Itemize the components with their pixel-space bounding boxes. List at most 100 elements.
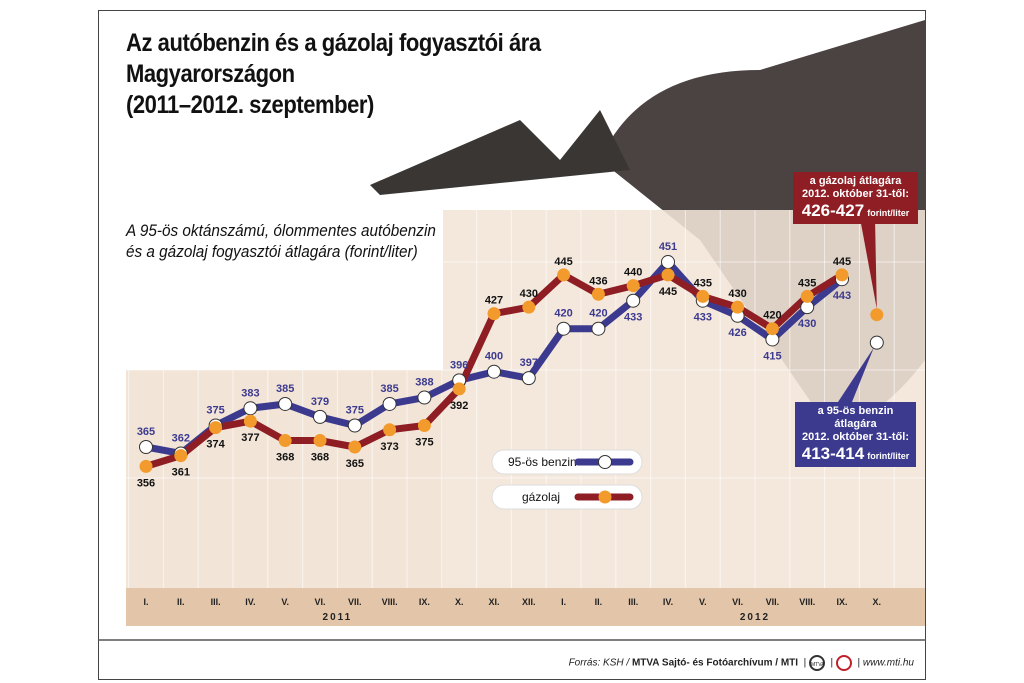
x-tick-label: VI. [732, 597, 743, 607]
data-label: 375 [206, 404, 224, 416]
x-tick-label: XII. [522, 597, 536, 607]
annotation-line: 2012. október 31-től: [802, 431, 909, 443]
x-tick-label: V. [699, 597, 707, 607]
x-axis-band [126, 588, 925, 626]
projected-point [869, 335, 884, 350]
data-label: 433 [694, 312, 712, 324]
data-point [174, 449, 188, 463]
source-label: Forrás: KSH / [568, 657, 630, 669]
data-label: 365 [137, 426, 155, 438]
data-label: 426 [728, 327, 746, 339]
nozzle-spout-photo [370, 110, 630, 195]
data-label: 430 [728, 288, 746, 300]
legend-label: 95-ös benzin [508, 455, 577, 469]
data-point [800, 289, 814, 303]
infographic-frame [98, 10, 926, 680]
x-tick-label: III. [628, 597, 638, 607]
x-tick-label: IV. [663, 597, 673, 607]
x-tick-label: X. [873, 597, 882, 607]
data-point [417, 418, 431, 432]
data-label: 420 [554, 308, 572, 320]
x-tick-label: VII. [766, 597, 780, 607]
data-point [835, 268, 849, 282]
data-point [521, 371, 536, 386]
x-tick-label: IX. [836, 597, 847, 607]
data-label: 445 [833, 256, 851, 268]
data-point [626, 293, 641, 308]
data-point [278, 434, 292, 448]
x-tick-label: V. [281, 597, 289, 607]
data-label: 368 [276, 452, 294, 464]
annotation-unit: forint/liter [867, 451, 910, 461]
data-label: 388 [415, 377, 433, 389]
data-label: 420 [589, 308, 607, 320]
data-label: 377 [241, 432, 259, 444]
data-point [765, 322, 779, 336]
x-tick-label: I. [561, 597, 566, 607]
year-label: 2012 [740, 612, 770, 623]
data-label: 368 [311, 452, 329, 464]
data-label: 436 [589, 275, 607, 287]
title-line: Az autóbenzin és a gázolaj fogyasztói ár… [126, 29, 541, 57]
data-label: 430 [520, 288, 538, 300]
data-point [243, 414, 257, 428]
legend-marker [598, 455, 612, 469]
data-label: 392 [450, 400, 468, 412]
data-label: 430 [798, 318, 816, 330]
data-label: 420 [763, 310, 781, 322]
data-label: 379 [311, 396, 329, 408]
data-label: 435 [798, 277, 816, 289]
source-name: MTVA Sajtó- és Fotóarchívum / MTI [631, 657, 799, 669]
legend-marker [598, 490, 612, 504]
data-label: 451 [659, 241, 677, 253]
annotation-line: a 95-ös benzin átlagára [817, 405, 894, 430]
annotation-line: 2012. október 31-től: [802, 188, 909, 200]
data-point [243, 401, 258, 416]
data-point [696, 289, 710, 303]
projected-point [870, 308, 884, 322]
data-point [557, 268, 571, 282]
data-label: 440 [624, 267, 642, 279]
data-point [731, 300, 745, 314]
data-label: 400 [485, 351, 503, 363]
diesel-annotation: a gázolaj átlagára 2012. október 31-től:… [793, 172, 918, 224]
title-line: (2011–2012. szeptember) [126, 91, 374, 119]
x-tick-label: III. [211, 597, 221, 607]
data-point [591, 287, 605, 301]
annotation-value: 413-414 [801, 444, 865, 463]
data-label: 375 [415, 436, 433, 448]
data-label: 374 [206, 439, 225, 451]
data-point [139, 459, 153, 473]
x-tick-label: VIII. [382, 597, 398, 607]
data-label: 396 [450, 359, 468, 371]
data-point [417, 390, 432, 405]
subtitle-line: A 95-ös oktánszámú, ólommentes autóbenzi… [126, 221, 436, 240]
data-label: 445 [554, 256, 572, 268]
data-point [452, 382, 466, 396]
x-tick-label: X. [455, 597, 464, 607]
callout-pointer [860, 218, 877, 309]
data-label: 427 [485, 295, 503, 307]
data-label: 383 [241, 387, 259, 399]
x-tick-label: II. [595, 597, 603, 607]
data-point [591, 321, 606, 336]
data-label: 397 [520, 357, 538, 369]
footer: Forrás: KSH / MTVA Sajtó- és Fotóarchívu… [569, 655, 914, 671]
x-tick-label: XI. [488, 597, 499, 607]
chart-title: Az autóbenzin és a gázolaj fogyasztói ár… [126, 28, 541, 121]
x-tick-label: IV. [245, 597, 255, 607]
data-label: 445 [659, 286, 677, 298]
x-tick-label: IX. [419, 597, 430, 607]
data-label: 356 [137, 477, 155, 489]
legend-label: gázolaj [522, 490, 560, 504]
x-tick-label: II. [177, 597, 185, 607]
data-point [313, 434, 327, 448]
subtitle-line: és a gázolaj fogyasztói átlagára (forint… [126, 242, 418, 261]
data-label: 443 [833, 290, 851, 302]
mtva-logo: MTVA [809, 655, 825, 671]
data-label: 385 [380, 383, 398, 395]
x-tick-label: VIII. [799, 597, 815, 607]
data-point [209, 421, 223, 435]
website-link[interactable]: www.mti.hu [862, 657, 914, 669]
